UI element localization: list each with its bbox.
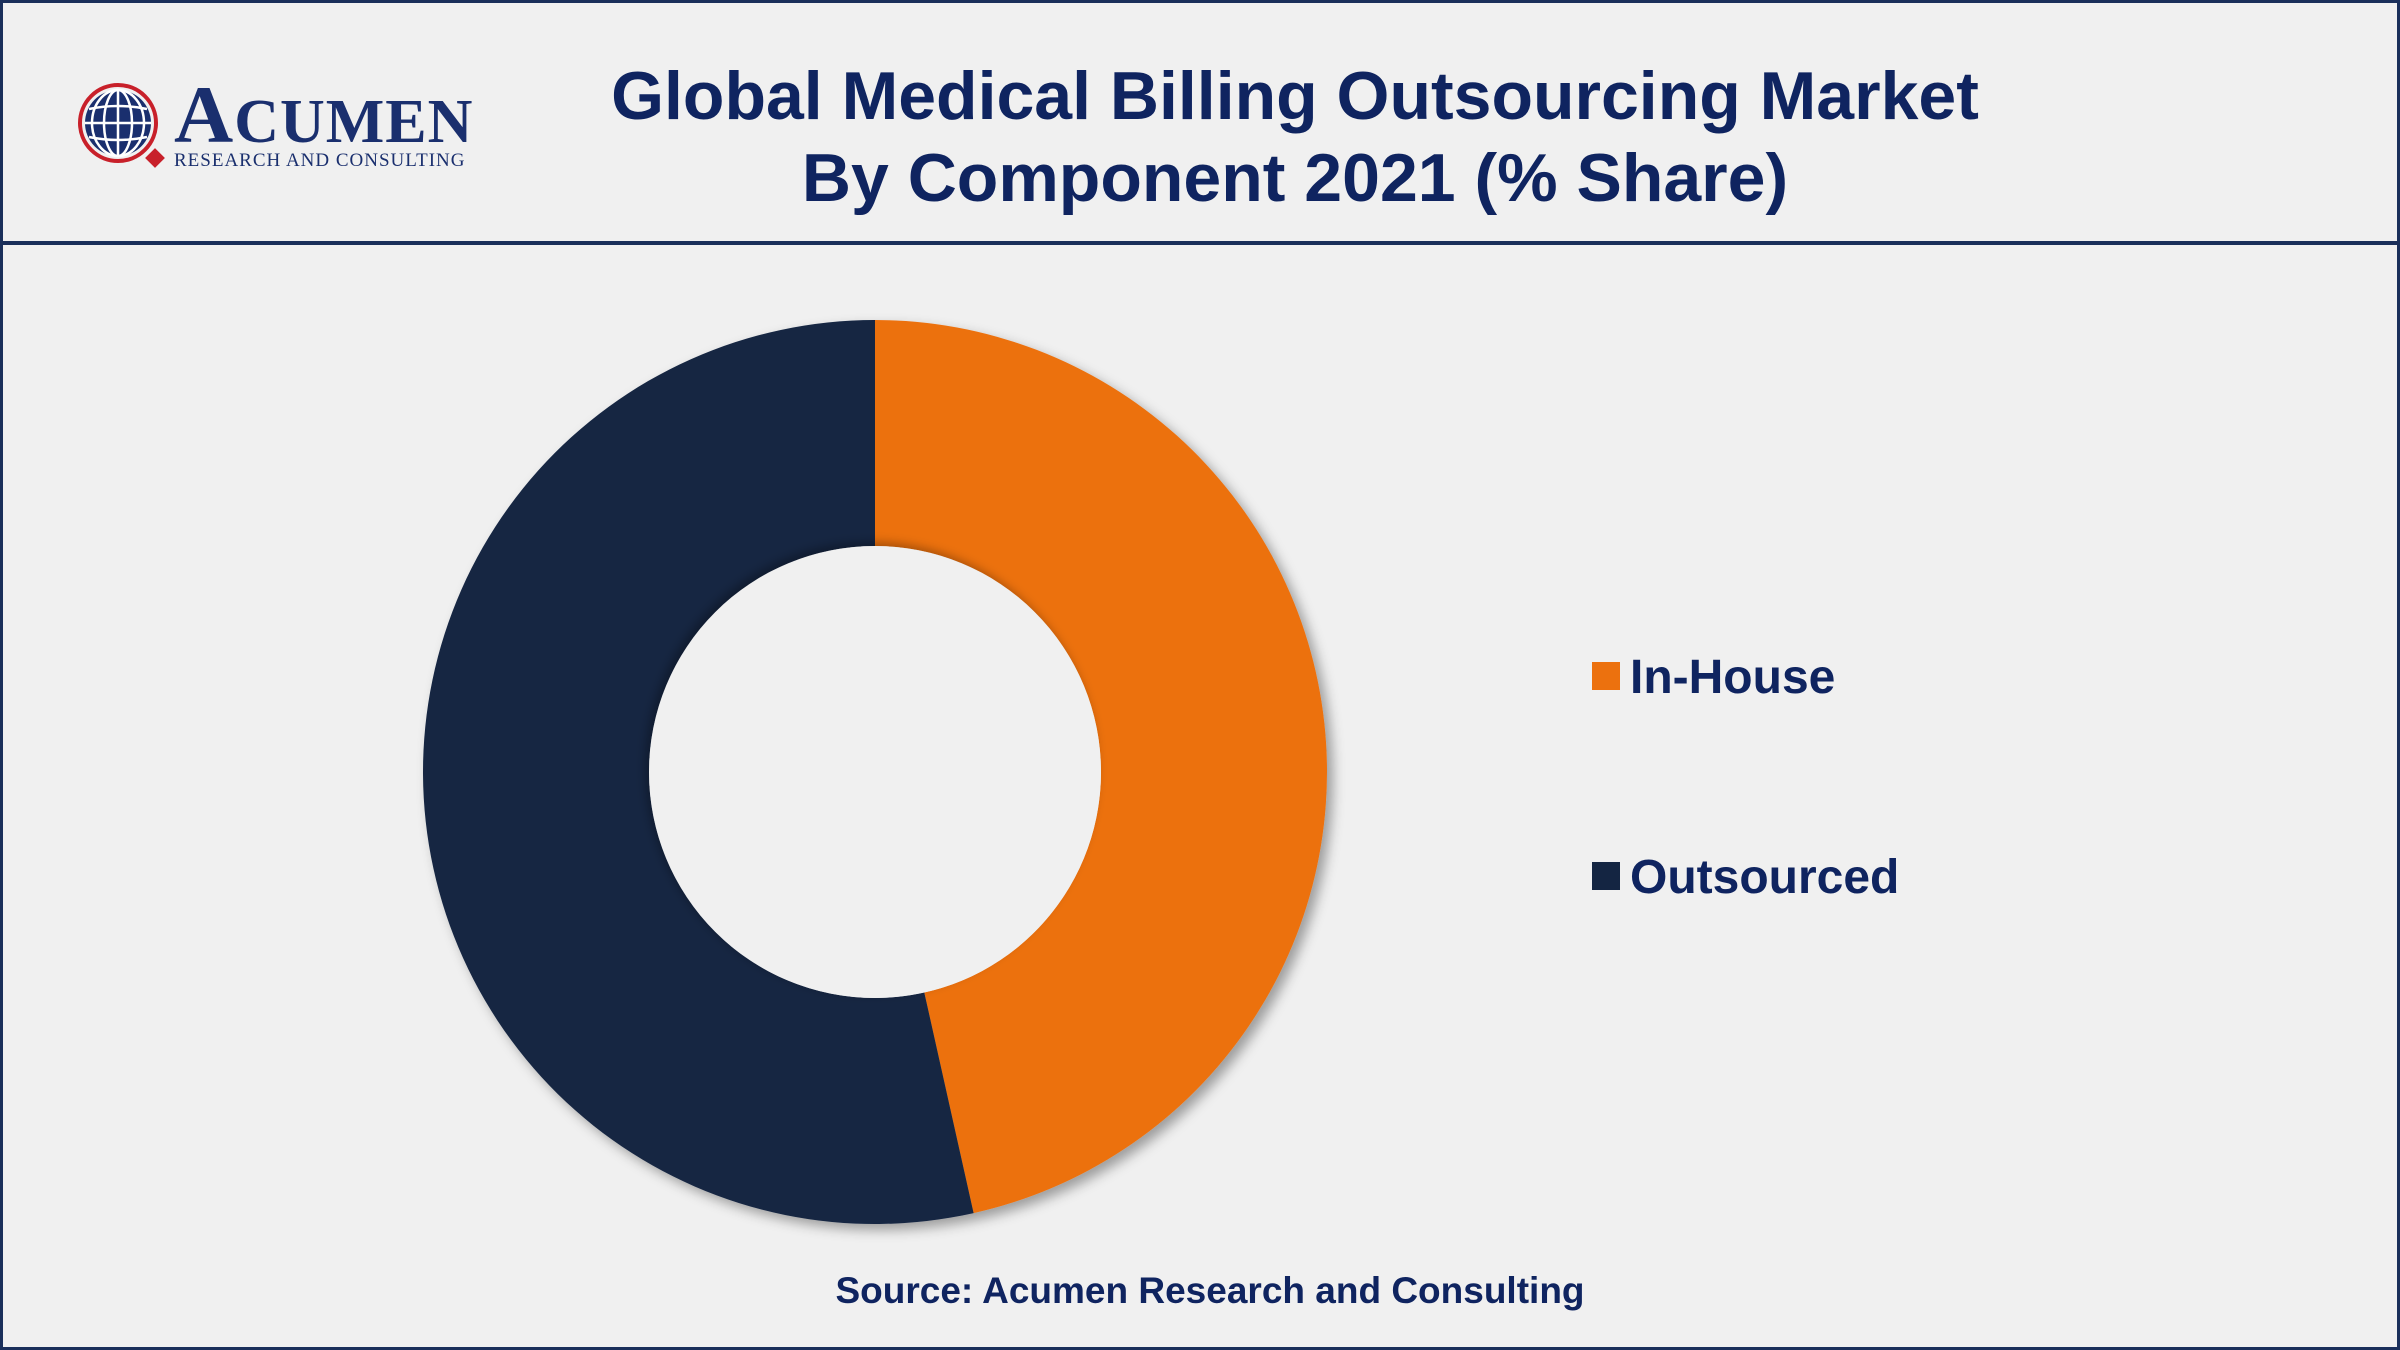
legend-label-in-house: In-House [1630, 651, 1835, 704]
globe-icon [78, 83, 165, 168]
chart-title-line-1: Global Medical Billing Outsourcing Marke… [611, 58, 1979, 134]
slice-outsourced [422, 320, 974, 1224]
source-note: Source: Acumen Research and Consulting [835, 1270, 1585, 1311]
donut-slices [422, 320, 1327, 1224]
acumen-logo: ACUMEN RESEARCH AND CONSULTING [74, 74, 484, 174]
legend-label-outsourced: Outsourced [1630, 851, 1899, 904]
logo-tagline: RESEARCH AND CONSULTING [174, 150, 466, 171]
legend-swatch-outsourced [1592, 862, 1620, 890]
donut-hole [649, 546, 1101, 998]
legend-swatch-in-house [1592, 662, 1620, 690]
chart-title: Global Medical Billing Outsourcing Marke… [540, 55, 2050, 219]
chart-legend: In-House Outsourced [1592, 651, 1899, 904]
header-bar: ACUMEN RESEARCH AND CONSULTING Global Me… [0, 0, 2400, 245]
slice-in-house [875, 320, 1327, 1214]
chart-title-line-2: By Component 2021 (% Share) [801, 140, 1789, 216]
logo-wordmark: ACUMEN [174, 69, 474, 160]
